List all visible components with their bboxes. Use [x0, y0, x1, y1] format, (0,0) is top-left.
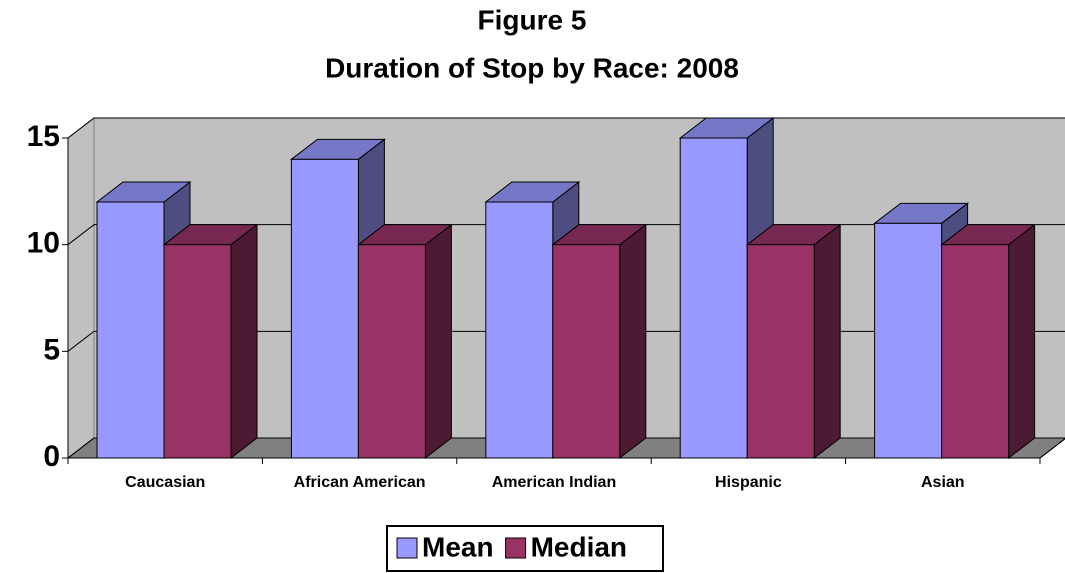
- y-tick-label: 15: [27, 120, 60, 153]
- bar-front: [679, 137, 748, 459]
- bar: [162, 223, 259, 460]
- y-tick-label: 5: [43, 333, 60, 366]
- bar-front: [485, 201, 554, 459]
- chart-title: Figure 5: [478, 4, 587, 35]
- bar-front: [746, 244, 815, 459]
- bar-side: [1008, 223, 1036, 460]
- bar-side: [813, 223, 841, 460]
- bar: [940, 223, 1037, 460]
- bar-side: [424, 223, 452, 460]
- x-tick-label: American Indian: [492, 474, 616, 491]
- chart-subtitle: Duration of Stop by Race: 2008: [325, 52, 739, 83]
- legend: Mean Median: [396, 531, 627, 562]
- bar-front: [874, 222, 943, 459]
- bar-front: [163, 244, 232, 459]
- bar-front: [96, 201, 165, 459]
- legend-label: Mean: [422, 531, 494, 562]
- bar: [551, 223, 648, 460]
- bar-front: [357, 244, 426, 459]
- x-tick-label: Caucasian: [125, 474, 205, 491]
- x-tick-label: African American: [294, 474, 426, 491]
- bar: [745, 223, 842, 460]
- x-tick-label: Hispanic: [715, 474, 782, 491]
- legend-label: Median: [531, 531, 627, 562]
- y-tick-label: 0: [43, 440, 60, 473]
- bar: [356, 223, 453, 460]
- side-wall: [67, 116, 95, 460]
- bar-side: [230, 223, 258, 460]
- x-tick-label: Asian: [921, 474, 965, 491]
- y-tick-label: 10: [27, 227, 60, 260]
- legend-swatch: [396, 537, 418, 559]
- bar-front: [941, 244, 1010, 459]
- legend-swatch: [505, 537, 527, 559]
- x-axis-depth: [1039, 438, 1065, 459]
- bar-side: [619, 223, 647, 460]
- bar-front: [552, 244, 621, 459]
- bar-front: [290, 158, 359, 459]
- plot-area: 0 5 10 15 Caucasian African American American …: [27, 116, 1065, 491]
